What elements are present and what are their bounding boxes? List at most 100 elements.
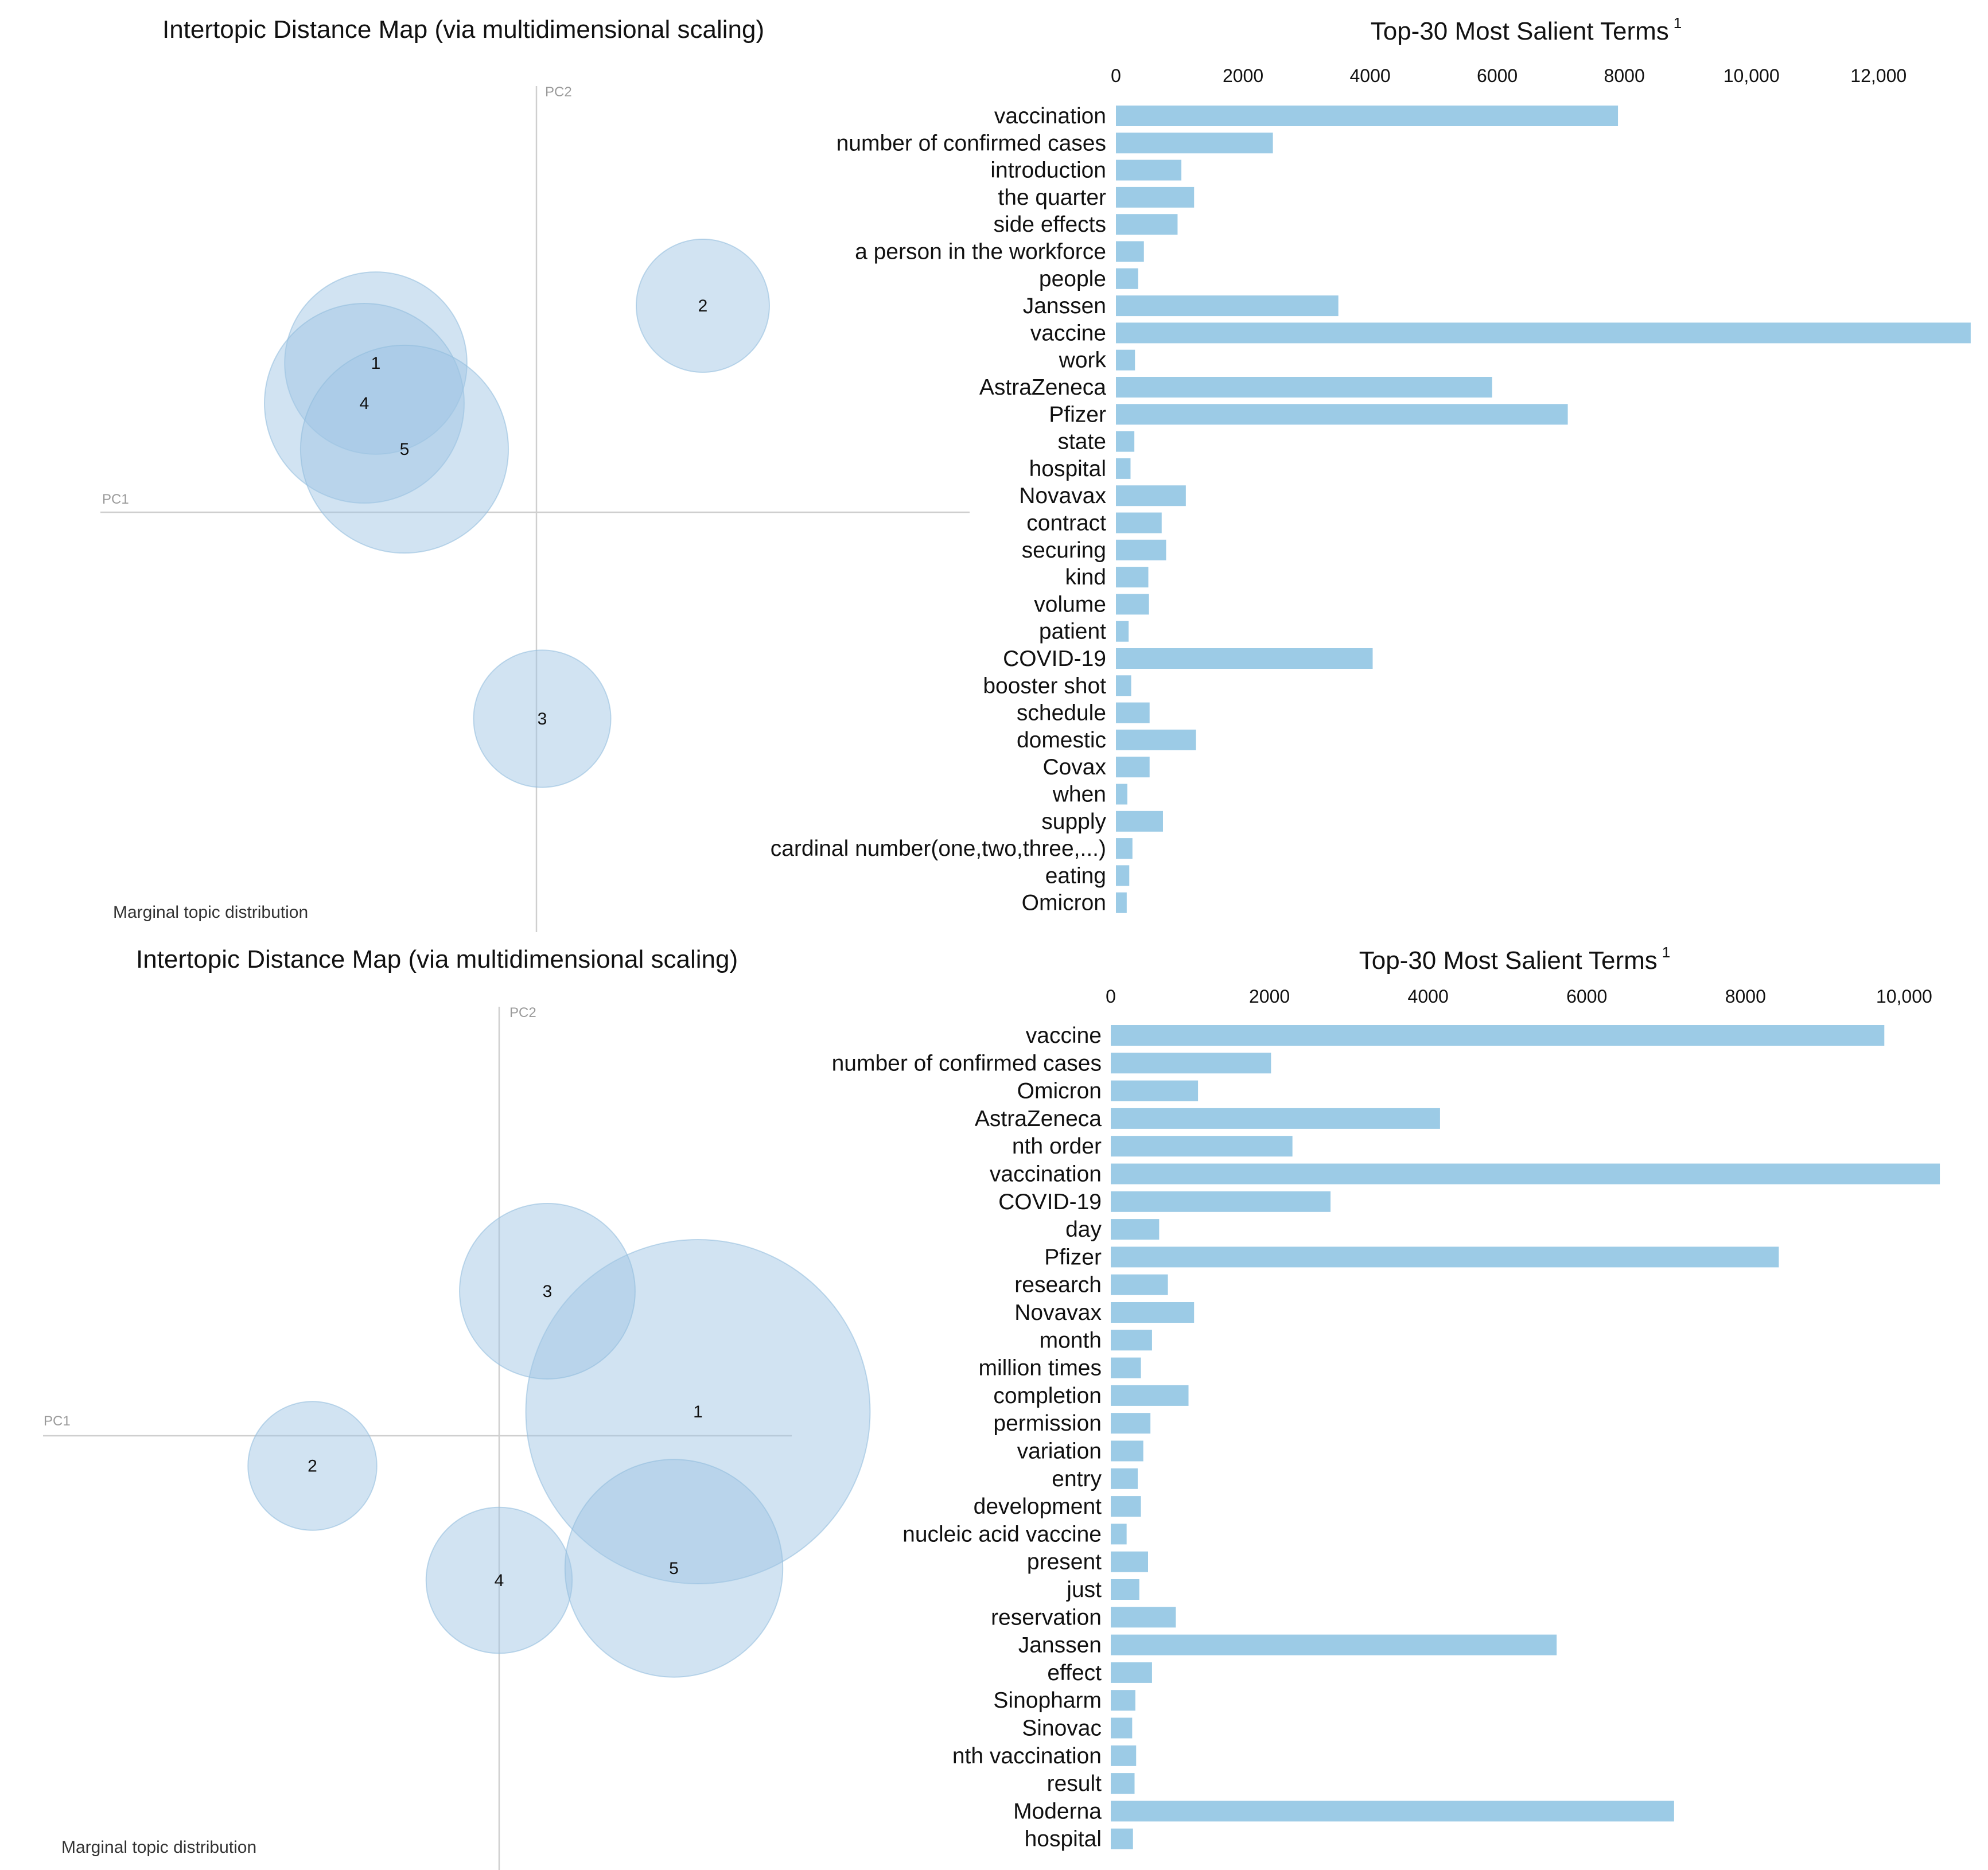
salient-terms-bar-chart: 0 2000 4000 6000 8000 10,000 12,000 vaccination… — [771, 65, 1971, 915]
term-bar[interactable] — [1116, 214, 1178, 235]
term-bar[interactable] — [1116, 892, 1127, 913]
term-bar[interactable] — [1111, 1108, 1440, 1129]
term-label: contract — [1026, 511, 1106, 536]
term-label: number of confirmed cases — [832, 1051, 1102, 1076]
x-tick-label: 4000 — [1349, 65, 1390, 86]
x-tick-label: 0 — [1111, 65, 1121, 86]
topic-bubble-1[interactable] — [525, 1239, 871, 1584]
term-bar[interactable] — [1111, 1080, 1199, 1101]
term-bar[interactable] — [1116, 431, 1135, 452]
term-bar[interactable] — [1111, 1330, 1152, 1351]
term-bar[interactable] — [1116, 757, 1150, 778]
term-bar[interactable] — [1111, 1219, 1160, 1240]
term-label: supply — [1041, 809, 1106, 834]
term-bar[interactable] — [1116, 675, 1131, 696]
term-bar[interactable] — [1111, 1191, 1331, 1212]
topic-bubble-3[interactable] — [473, 649, 612, 788]
term-bar[interactable] — [1111, 1385, 1189, 1406]
term-bar[interactable] — [1116, 811, 1163, 832]
term-label: a person in the workforce — [855, 240, 1106, 264]
term-bar[interactable] — [1116, 458, 1131, 479]
term-bar[interactable] — [1111, 1496, 1141, 1517]
term-bar[interactable] — [1116, 159, 1182, 181]
term-bar[interactable] — [1111, 1136, 1293, 1157]
term-bar[interactable] — [1111, 1413, 1151, 1434]
term-bar[interactable] — [1111, 1607, 1176, 1628]
term-bar[interactable] — [1116, 241, 1144, 262]
x-tick-label: 6000 — [1566, 986, 1607, 1007]
term-label: month — [1040, 1328, 1102, 1353]
term-bar[interactable] — [1116, 865, 1130, 886]
term-bar[interactable] — [1116, 268, 1138, 289]
topic-bubble-2[interactable] — [636, 239, 770, 373]
term-label: variation — [1017, 1439, 1102, 1464]
topic-bubble-5[interactable] — [299, 344, 509, 554]
term-label: day — [1065, 1217, 1102, 1242]
term-bar[interactable] — [1111, 1717, 1133, 1739]
term-label: the quarter — [998, 185, 1106, 210]
term-label: vaccine — [1030, 321, 1106, 345]
topic-bubble-4[interactable] — [264, 303, 465, 504]
term-bar[interactable] — [1111, 1302, 1195, 1323]
term-bar[interactable] — [1111, 1524, 1127, 1545]
term-bar[interactable] — [1111, 1025, 1885, 1046]
term-bar[interactable] — [1116, 702, 1150, 723]
term-label: side effects — [993, 212, 1106, 237]
term-label: AstraZeneca — [975, 1107, 1102, 1131]
term-bar[interactable] — [1116, 784, 1127, 805]
term-bar[interactable] — [1116, 106, 1619, 126]
term-label: present — [1027, 1550, 1102, 1575]
term-bar[interactable] — [1111, 1440, 1143, 1462]
term-label: result — [1047, 1771, 1102, 1796]
topic-bubble-1[interactable] — [284, 271, 468, 455]
term-label: just — [1066, 1577, 1102, 1602]
term-bar[interactable] — [1116, 186, 1195, 208]
topic-bubble-label-1: 1 — [693, 1402, 703, 1421]
term-bar[interactable] — [1116, 594, 1149, 615]
term-bar[interactable] — [1111, 1551, 1148, 1572]
topic-bubble-3[interactable] — [459, 1203, 636, 1380]
topic-bubble-5[interactable] — [564, 1459, 784, 1678]
marginal-topic-distribution-label: Marginal topic distribution — [61, 1838, 256, 1857]
term-bar[interactable] — [1116, 349, 1135, 371]
term-bar[interactable] — [1111, 1690, 1135, 1711]
term-bar[interactable] — [1111, 1745, 1137, 1766]
term-label: securing — [1022, 538, 1106, 563]
term-bar[interactable] — [1111, 1773, 1135, 1794]
term-bar[interactable] — [1116, 377, 1492, 398]
term-bar[interactable] — [1111, 1357, 1141, 1378]
term-bar[interactable] — [1111, 1246, 1779, 1268]
term-bar[interactable] — [1116, 404, 1568, 425]
term-label: nth order — [1012, 1134, 1102, 1159]
term-bar[interactable] — [1116, 729, 1196, 750]
term-label: completion — [993, 1384, 1102, 1408]
term-bar[interactable] — [1116, 621, 1129, 642]
term-bar[interactable] — [1116, 838, 1133, 859]
term-bar[interactable] — [1111, 1163, 1940, 1185]
term-label: vaccination — [994, 104, 1106, 128]
term-bar[interactable] — [1111, 1579, 1139, 1600]
topic-bubble-2[interactable] — [247, 1401, 378, 1531]
term-bar[interactable] — [1111, 1662, 1152, 1683]
term-bar[interactable] — [1111, 1053, 1271, 1074]
term-bar[interactable] — [1111, 1274, 1168, 1295]
term-bar[interactable] — [1111, 1828, 1133, 1849]
term-bar[interactable] — [1116, 648, 1373, 669]
term-label: permission — [993, 1411, 1102, 1436]
term-bar[interactable] — [1116, 322, 1971, 344]
pc2-axis-tag: PC2 — [545, 84, 572, 100]
term-bar[interactable] — [1111, 1801, 1674, 1822]
term-bar[interactable] — [1116, 539, 1166, 560]
term-bar[interactable] — [1116, 485, 1186, 507]
term-bar[interactable] — [1116, 133, 1273, 154]
term-bar[interactable] — [1111, 1634, 1557, 1655]
bar-chart-title: Top-30 Most Salient Terms 1 — [1359, 944, 1671, 975]
term-bar[interactable] — [1116, 512, 1162, 533]
x-tick-label: 8000 — [1725, 986, 1766, 1007]
term-bar[interactable] — [1116, 295, 1339, 317]
term-bar[interactable] — [1111, 1468, 1138, 1489]
term-label: schedule — [1017, 701, 1106, 726]
term-bar[interactable] — [1116, 567, 1149, 588]
topic-bubble-4[interactable] — [425, 1506, 573, 1654]
term-label: COVID-19 — [998, 1190, 1102, 1214]
